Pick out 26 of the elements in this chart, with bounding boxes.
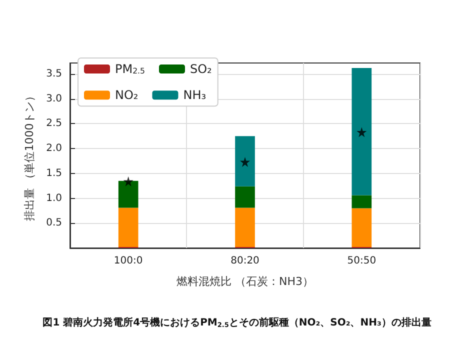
y-tick-label: 0.5: [46, 218, 62, 229]
bar: [235, 186, 255, 208]
y-tick-label: 1.5: [46, 168, 62, 179]
legend-label: NH₃: [183, 88, 206, 102]
x-axis-title: 燃料混焼比 （石炭：NH3）: [176, 275, 314, 288]
bar: [235, 136, 255, 186]
x-tick-label: 50:50: [347, 256, 376, 266]
point: [240, 156, 250, 167]
bar: [118, 208, 138, 248]
point: [123, 176, 134, 186]
x-tick-label: 80:20: [230, 256, 260, 266]
bar: [352, 68, 372, 196]
y-axis-title: 排出量 （単位1000トン）: [23, 90, 36, 221]
legend-label: NO₂: [115, 88, 138, 102]
y-tick-label: 2.5: [46, 118, 62, 130]
y-tick-label: 3.5: [46, 68, 62, 80]
point: [356, 127, 367, 138]
bar: [235, 208, 255, 248]
y-tick-label: 1.0: [46, 192, 62, 204]
x-tick-label: 100:0: [114, 256, 143, 266]
y-tick-label: 3.0: [46, 93, 62, 104]
bar: [352, 208, 372, 248]
y-tick-label: 2.0: [46, 143, 62, 154]
bar: [352, 195, 372, 208]
bar: [118, 180, 138, 208]
legend-label: SO₂: [190, 62, 212, 76]
